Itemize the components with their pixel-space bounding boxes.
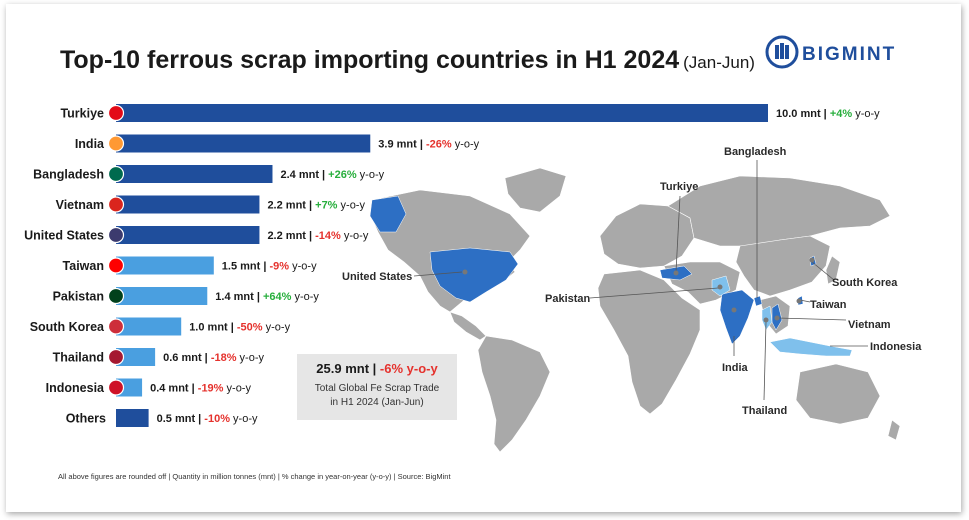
africa-shape [597,269,701,415]
marker-us [462,269,468,275]
bigmint-logo-icon [765,35,799,69]
marker-india [731,307,737,313]
summary-description: Total Global Fe Scrap Trade in H1 2024 (… [297,382,457,410]
bar-india [116,134,371,153]
value-label-vietnam: 2.2 mnt | +7% y-o-y [267,200,365,212]
brand-name: BIGMINT [802,44,897,65]
indonesia-highlight [769,337,853,357]
north-asia-shape [667,175,891,247]
chart-title: Top-10 ferrous scrap importing countries… [60,46,755,74]
marker-turkiye [673,270,679,276]
value-label-south-korea: 1.0 mnt | -50% y-o-y [189,322,290,334]
pointer-south-korea [811,261,835,281]
india-highlight [719,289,755,345]
east-asia-shape [735,235,831,297]
usa-highlight [429,247,519,303]
bar-united-states [116,226,260,244]
bar-thailand [116,348,156,366]
summary-box: 25.9 mnt | -6% y-o-y Total Global Fe Scr… [297,354,457,420]
summary-total-line: 25.9 mnt | -6% y-o-y [316,361,438,376]
category-label-indonesia: Indonesia [46,381,105,395]
map-label-thailand: Thailand [742,405,787,417]
map-label-taiwan: Taiwan [810,299,847,311]
category-label-south-korea: South Korea [30,320,105,334]
bar-others [116,409,149,427]
map-label-us: United States [342,271,412,283]
flag-icon-indonesia [107,379,125,396]
value-label-united-states: 2.2 mnt | -14% y-o-y [267,230,368,242]
category-label-taiwan: Taiwan [63,259,104,273]
category-label-vietnam: Vietnam [56,198,104,212]
pointer-taiwan [799,299,811,303]
central-america-shape [449,311,487,341]
map-label-india: India [722,362,749,374]
marker-taiwan [796,298,802,304]
value-label-bangladesh: 2.4 mnt | +26% y-o-y [280,169,384,181]
value-label-thailand: 0.6 mnt | -18% y-o-y [163,352,264,364]
bangladesh-highlight [753,295,763,307]
flag-icon-thailand [107,348,125,366]
flag-icon-turkiye [107,104,125,122]
value-label-turkiye: 10.0 mnt | +4% y-o-y [776,108,880,120]
value-label-taiwan: 1.5 mnt | -9% y-o-y [222,261,317,273]
value-label-india: 3.9 mnt | -26% y-o-y [378,139,479,151]
bar-south-korea [116,317,182,336]
marker-thailand [763,317,769,323]
footnote: All above figures are rounded off | Quan… [58,472,451,481]
value-label-indonesia: 0.4 mnt | -19% y-o-y [150,383,251,395]
south-america-shape [477,335,551,453]
marker-pakistan [717,284,723,290]
flag-icon-vietnam [107,196,125,213]
category-label-india: India [75,137,105,151]
new-zealand-shape [887,419,901,441]
flag-icon-taiwan [107,257,125,274]
pointer-turkiye [675,195,681,273]
flag-icon-india [107,135,125,152]
japan-shape [825,255,841,285]
flag-icon-united-states [107,226,125,244]
summary-line-1: Total Global Fe Scrap Trade [314,383,440,394]
value-label-others: 0.5 mnt | -10% y-o-y [157,413,258,425]
map-label-indonesia: Indonesia [870,341,922,353]
flag-icon-bangladesh [107,165,125,183]
bar-pakistan [116,287,208,305]
bar-bangladesh [116,165,273,183]
pointer-pakistan [589,287,719,299]
alaska-highlight [369,195,407,233]
bar-vietnam [116,195,260,214]
map-label-south-korea: South Korea [832,277,898,289]
marker-vietnam [774,315,780,321]
summary-total: 25.9 mnt [316,361,370,376]
category-label-pakistan: Pakistan [53,290,104,304]
flag-icon-south-korea [107,318,125,335]
pointer-us [413,271,463,277]
pointer-vietnam [777,317,847,321]
bar-taiwan [116,256,214,275]
map-label-vietnam: Vietnam [848,319,891,331]
category-label-turkiye: Turkiye [60,107,104,121]
flag-icon-pakistan [107,287,125,305]
map-label-turkiye: Turkiye [660,181,698,193]
map-label-pakistan: Pakistan [545,293,591,305]
chart-subtitle: (Jan-Jun) [683,53,755,72]
europe-shape [599,203,695,269]
bar-turkiye [116,104,768,122]
marker-korea [809,257,815,263]
summary-line-2: in H1 2024 (Jan-Jun) [330,397,424,408]
map-label-bangladesh: Bangladesh [724,146,787,158]
category-label-united-states: United States [24,229,104,243]
pointer-thailand [763,321,767,401]
category-label-bangladesh: Bangladesh [33,168,104,182]
category-label-others: Others [66,412,106,426]
category-label-thailand: Thailand [53,351,104,365]
greenland-shape [504,167,567,213]
australia-shape [795,363,881,425]
value-label-pakistan: 1.4 mnt | +64% y-o-y [215,291,319,303]
summary-change: -6% y-o-y [379,361,438,376]
